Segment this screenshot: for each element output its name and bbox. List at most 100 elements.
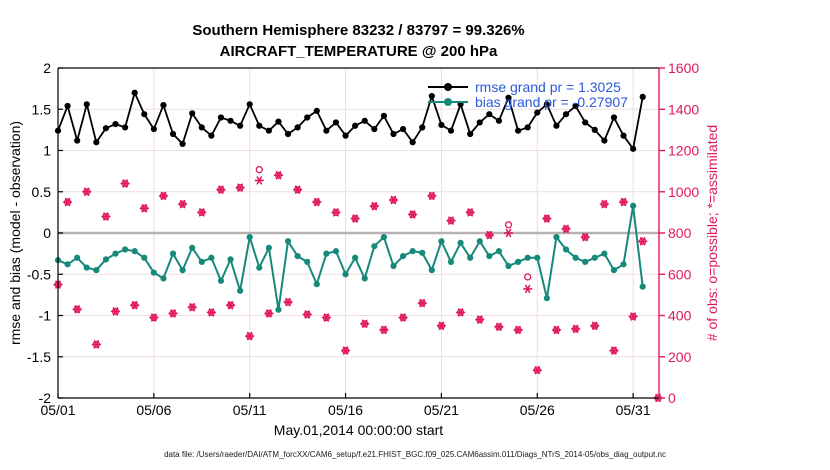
legend-label-bias: bias grand pr = -0.27907 bbox=[475, 94, 628, 110]
y-tick-label-right: 0 bbox=[668, 390, 676, 406]
bias-marker bbox=[294, 253, 301, 260]
bias-marker bbox=[227, 256, 234, 263]
obs-assimilated-marker bbox=[398, 313, 408, 322]
bias-marker bbox=[390, 262, 397, 270]
obs-possible-marker bbox=[524, 273, 532, 281]
bias-series bbox=[54, 202, 646, 313]
bias-marker bbox=[304, 258, 311, 265]
rmse-marker bbox=[169, 130, 177, 138]
y-axis-left-label: rmse and bias (model - observation) bbox=[7, 120, 23, 346]
y-tick-label-left: -2 bbox=[39, 390, 52, 406]
bias-marker bbox=[399, 253, 407, 260]
rmse-marker bbox=[610, 114, 618, 121]
bias-marker bbox=[562, 246, 570, 253]
bias-marker bbox=[447, 258, 455, 265]
bias-marker bbox=[332, 248, 340, 255]
obs-assimilated-marker bbox=[206, 308, 217, 317]
obs-assimilated-marker bbox=[82, 187, 92, 196]
bias-marker bbox=[313, 281, 320, 288]
bias-marker bbox=[524, 254, 531, 261]
obs-possible-marker bbox=[255, 166, 263, 174]
obs-assimilated-marker bbox=[522, 284, 533, 294]
bias-marker bbox=[419, 249, 426, 256]
rmse-marker bbox=[495, 117, 503, 124]
obs-assimilated-marker bbox=[110, 307, 121, 316]
obs-assimilated-marker bbox=[216, 185, 226, 194]
bias-marker bbox=[74, 254, 81, 261]
obs-assimilated-marker bbox=[503, 228, 514, 238]
obs-assimilated-marker bbox=[62, 197, 73, 207]
obs-assimilated-marker bbox=[570, 324, 581, 334]
obs-assimilated-marker bbox=[245, 331, 255, 341]
bias-marker bbox=[169, 250, 177, 257]
bias-marker bbox=[342, 271, 349, 278]
rmse-marker bbox=[179, 140, 186, 147]
rmse-marker bbox=[409, 139, 416, 146]
rmse-marker bbox=[371, 125, 378, 133]
bias-marker bbox=[476, 238, 483, 245]
bias-marker bbox=[237, 287, 244, 294]
bias-marker bbox=[467, 254, 474, 261]
chart-title-line2: AIRCRAFT_TEMPERATURE @ 200 hPa bbox=[219, 43, 498, 60]
obs-assimilated-marker bbox=[369, 202, 380, 211]
obs-assimilated-marker bbox=[312, 197, 322, 207]
bias-marker bbox=[553, 234, 560, 241]
rmse-marker bbox=[419, 124, 426, 131]
y-tick-label-right: 800 bbox=[668, 225, 692, 241]
rmse-marker bbox=[93, 139, 100, 146]
obs-assimilated-marker bbox=[417, 298, 427, 308]
bias-marker bbox=[361, 275, 368, 282]
rmse-marker bbox=[294, 124, 301, 131]
bias-marker bbox=[246, 234, 253, 241]
rmse-marker bbox=[131, 89, 138, 96]
rmse-marker bbox=[514, 127, 522, 134]
rmse-marker bbox=[505, 94, 512, 101]
rmse-marker bbox=[572, 102, 579, 110]
legend-row-rmse: rmse grand pr = 1.3025 bbox=[428, 79, 628, 95]
rmse-marker bbox=[352, 122, 359, 129]
bias-marker bbox=[591, 254, 598, 261]
bias-marker bbox=[150, 269, 157, 276]
rmse-marker bbox=[64, 102, 71, 110]
x-axis-label: May.01,2014 00:00:00 start bbox=[273, 422, 444, 438]
bias-marker bbox=[160, 275, 167, 282]
rmse-marker bbox=[601, 137, 608, 144]
obs-assimilated-marker bbox=[101, 212, 111, 221]
rmse-marker bbox=[227, 117, 234, 124]
rmse-marker bbox=[121, 124, 129, 131]
y-tick-label-left: 2 bbox=[43, 60, 51, 76]
bias-marker bbox=[256, 264, 263, 271]
rmse-marker bbox=[150, 125, 157, 133]
obs-assimilated-marker bbox=[129, 301, 140, 310]
obs-assimilated-marker bbox=[628, 312, 638, 321]
rmse-marker bbox=[543, 101, 550, 108]
bias-marker bbox=[610, 267, 618, 274]
obs-assimilated-marker bbox=[446, 216, 456, 225]
y-tick-label-right: 200 bbox=[668, 349, 692, 365]
rmse-marker bbox=[265, 127, 272, 134]
obs-assimilated-marker bbox=[455, 308, 466, 317]
obs-assimilated-marker bbox=[331, 208, 341, 217]
y-axis-right-label: # of obs: o=possible; *=assimilated bbox=[704, 124, 720, 342]
bias-marker bbox=[630, 202, 637, 209]
x-tick-label: 05/21 bbox=[424, 402, 459, 418]
y-tick-label-left: 1.5 bbox=[32, 101, 52, 117]
rmse-marker bbox=[361, 117, 368, 124]
rmse-marker bbox=[476, 119, 483, 126]
rmse-marker bbox=[141, 111, 148, 118]
obs-assimilated-marker bbox=[72, 305, 82, 314]
obs-assimilated-marker bbox=[302, 310, 312, 319]
y-tick-label-left: -0.5 bbox=[27, 266, 51, 282]
rmse-marker bbox=[620, 132, 627, 139]
rmse-marker bbox=[74, 137, 81, 144]
obs-assimilated-marker bbox=[427, 191, 437, 201]
obs-assimilated-marker bbox=[609, 346, 619, 355]
y-tick-label-left: 1 bbox=[43, 143, 51, 159]
y-tick-label-right: 1600 bbox=[668, 60, 699, 76]
bias-marker bbox=[208, 254, 215, 261]
bias-marker bbox=[543, 295, 550, 302]
obs-assimilated-marker bbox=[513, 325, 523, 335]
bias-marker bbox=[409, 248, 416, 255]
rmse-marker bbox=[313, 107, 320, 114]
rmse-marker bbox=[534, 109, 541, 116]
